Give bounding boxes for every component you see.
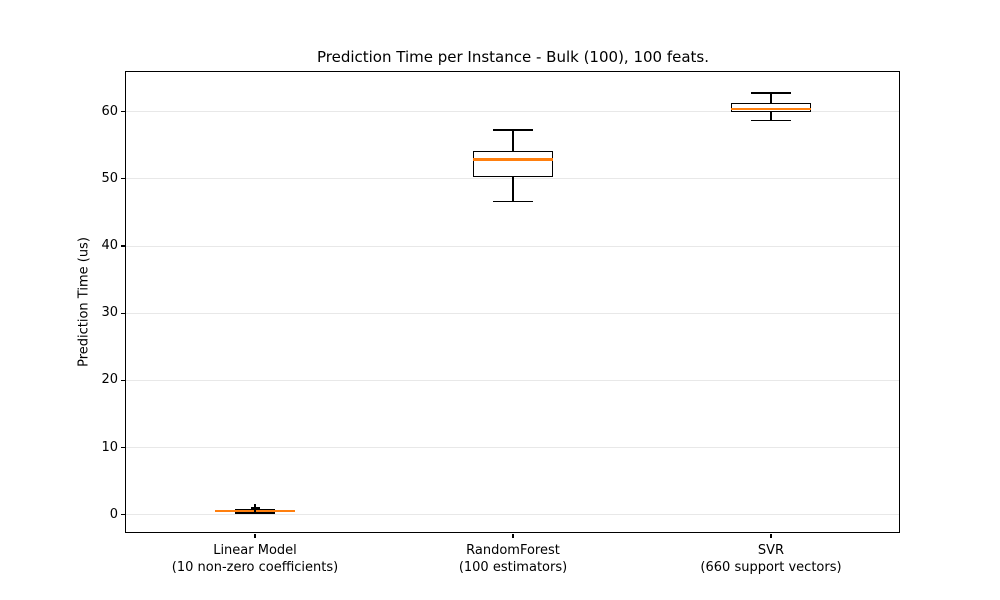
whisker-lower-cap (493, 200, 533, 203)
y-tick-label: 40 (101, 238, 118, 254)
whisker-upper-stem (770, 92, 772, 103)
x-tick-label-line1: Linear Model (213, 543, 297, 558)
x-tick-mark (770, 534, 772, 538)
y-tick-label: 10 (101, 439, 118, 455)
whisker-upper-stem (512, 129, 514, 151)
x-tick-label-line2: (10 non-zero coefficients) (171, 560, 339, 575)
y-tick-mark (121, 447, 125, 449)
whisker-upper-cap (493, 129, 533, 131)
y-tick-label: 0 (109, 506, 118, 522)
x-tick-label-line2: (660 support vectors) (700, 560, 842, 575)
y-tick-mark (121, 312, 125, 314)
y-gridline (126, 245, 900, 247)
median-line (473, 158, 553, 161)
box-iqr (731, 102, 811, 113)
y-gridline (126, 447, 900, 449)
y-tick-label: 30 (101, 305, 118, 321)
x-tick-mark (512, 534, 514, 538)
y-gridline (126, 111, 900, 113)
x-tick-label-line2: (100 estimators) (458, 560, 568, 575)
x-tick-mark (254, 534, 256, 538)
box-iqr (473, 150, 553, 177)
x-tick-label-line1: SVR (757, 543, 785, 558)
whisker-lower-cap (235, 512, 275, 514)
y-axis-label: Prediction Time (us) (76, 237, 92, 367)
whisker-lower-stem (512, 176, 514, 202)
y-tick-mark (121, 514, 125, 516)
chart-title: Prediction Time per Instance - Bulk (100… (316, 48, 710, 66)
y-gridline (126, 312, 900, 314)
y-tick-label: 50 (101, 170, 118, 186)
y-tick-mark (121, 245, 125, 247)
flier-plus-icon (254, 503, 256, 513)
whisker-lower-cap (751, 119, 791, 122)
y-tick-mark (121, 111, 125, 113)
y-tick-label: 60 (101, 103, 118, 119)
y-gridline (126, 379, 900, 381)
whisker-lower-stem (770, 112, 772, 121)
y-gridline (126, 514, 900, 516)
y-tick-mark (121, 379, 125, 382)
y-tick-label: 20 (101, 372, 118, 388)
x-tick-label-line1: RandomForest (466, 543, 560, 558)
whisker-upper-cap (751, 92, 791, 94)
y-tick-mark (121, 178, 125, 180)
median-line (731, 107, 811, 111)
